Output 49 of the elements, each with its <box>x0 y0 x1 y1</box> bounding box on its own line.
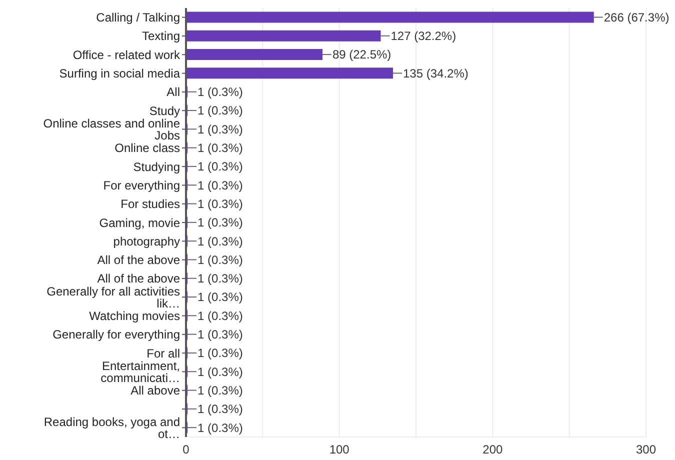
data-label: 1 (0.3%) <box>198 234 243 248</box>
y-tick-label: All of the above <box>97 272 180 286</box>
x-tick-label: 0 <box>182 442 190 457</box>
y-tick-label: Generally for all activities lik… <box>46 284 180 310</box>
data-label: 1 (0.3%) <box>198 328 243 342</box>
data-label: 1 (0.3%) <box>198 178 243 192</box>
data-label: 89 (22.5%) <box>332 48 392 62</box>
data-label: 1 (0.3%) <box>198 252 243 267</box>
data-label: 1 (0.3%) <box>198 85 243 100</box>
y-tick-label: Studying <box>133 160 180 174</box>
y-tick-label: For all <box>146 346 180 360</box>
y-tick-label: Watching movies <box>89 309 180 324</box>
y-tick-label: Calling / Talking <box>96 10 180 25</box>
y-tick-label: photography <box>113 234 180 248</box>
x-tick-label: 100 <box>329 442 350 457</box>
data-label: 1 (0.3%) <box>198 216 243 230</box>
data-label: 1 (0.3%) <box>198 160 243 174</box>
y-tick-label: Gaming, movie <box>99 216 180 230</box>
data-label: 266 (67.3%) <box>604 10 670 24</box>
data-label: 1 (0.3%) <box>198 308 243 323</box>
data-label: 1 (0.3%) <box>198 272 243 286</box>
data-label: 1 (0.3%) <box>198 346 243 360</box>
y-tick-label: Surfing in social media <box>59 66 180 81</box>
y-tick-label: For studies <box>120 197 180 212</box>
y-tick-label: For everything <box>103 178 180 192</box>
y-tick-label: Study <box>149 104 180 118</box>
y-tick-label: Online class <box>114 141 180 156</box>
data-label: 1 (0.3%) <box>198 383 243 398</box>
data-label: 1 (0.3%) <box>198 364 243 379</box>
data-label: 1 (0.3%) <box>198 290 243 304</box>
x-tick-label: 200 <box>482 442 503 457</box>
data-label: 1 (0.3%) <box>198 196 243 211</box>
y-tick-label: Texting <box>142 29 180 44</box>
y-tick-label: Generally for everything <box>52 328 180 342</box>
data-label: 1 (0.3%) <box>198 104 243 118</box>
y-tick-label: Online classes and online Jobs <box>43 116 180 142</box>
y-tick-label: All <box>166 85 180 100</box>
x-tick-label: 300 <box>636 442 656 457</box>
data-label: 1 (0.3%) <box>198 402 243 416</box>
y-tick-label: Office - related work <box>72 48 181 62</box>
y-tick-label: All above <box>130 384 180 398</box>
y-tick-label: Entertainment, communicati… <box>100 358 180 385</box>
data-label: 127 (32.2%) <box>390 29 456 44</box>
data-label: 1 (0.3%) <box>198 420 243 435</box>
data-label: 1 (0.3%) <box>198 122 243 136</box>
y-tick-label: All of the above <box>97 253 180 268</box>
data-label: 1 (0.3%) <box>198 140 243 155</box>
data-label: 135 (34.2%) <box>403 66 468 80</box>
y-tick-label: Reading books, yoga and ot… <box>44 414 180 441</box>
